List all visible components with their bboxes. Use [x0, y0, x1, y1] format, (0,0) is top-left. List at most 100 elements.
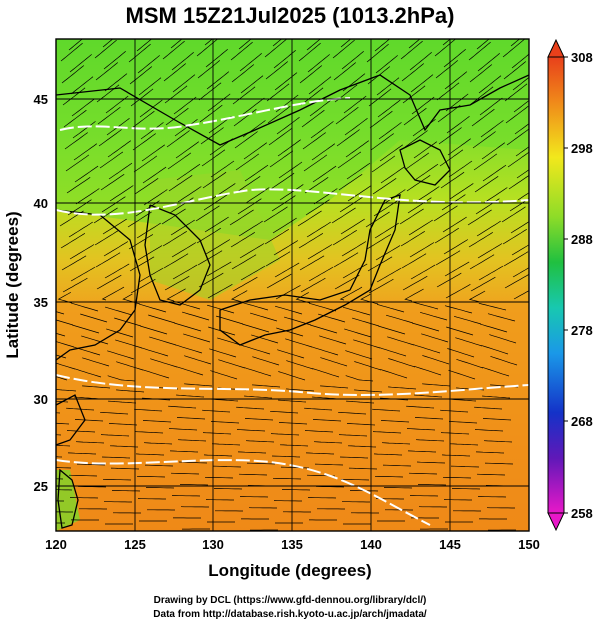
streamline: [312, 419, 342, 422]
streamline: [404, 130, 428, 148]
streamline: [67, 452, 97, 455]
streamline: [161, 208, 186, 225]
y-axis-label: Latitude (degrees): [3, 211, 22, 358]
streamline: [309, 302, 337, 312]
streamline: [202, 409, 231, 413]
streamline: [104, 73, 128, 92]
streamline: [437, 104, 461, 123]
streamline: [413, 344, 441, 354]
credit-data: Data from http://database.rish.kyoto-u.a…: [153, 609, 427, 620]
streamline: [448, 160, 473, 178]
streamline: [449, 443, 479, 446]
streamline: [175, 141, 200, 159]
streamline: [134, 431, 164, 434]
streamline: [318, 313, 346, 323]
streamline: [240, 265, 266, 281]
streamline: [143, 442, 173, 445]
streamline: [469, 254, 495, 270]
streamline: [265, 251, 291, 267]
streamline: [507, 151, 529, 168]
streamline: [341, 241, 367, 257]
colorbar-tick-298: 298: [571, 141, 593, 156]
wind-streamlines: [56, 39, 529, 531]
streamline: [455, 337, 483, 347]
streamline: [490, 355, 518, 366]
streamline: [443, 239, 469, 255]
streamline: [299, 65, 323, 84]
streamline: [378, 122, 402, 140]
streamline: [94, 229, 119, 246]
streamline: [435, 60, 459, 79]
streamline: [246, 462, 276, 465]
streamline: [56, 467, 72, 469]
x-axis-label: Longitude (degrees): [208, 561, 371, 580]
streamline: [443, 49, 466, 68]
streamline: [504, 273, 529, 289]
streamline: [306, 39, 321, 51]
streamline: [352, 317, 380, 327]
streamline: [163, 63, 187, 82]
streamline: [341, 51, 364, 70]
streamline: [301, 109, 325, 128]
streamline: [435, 250, 461, 266]
streamline: [60, 42, 83, 62]
streamline: [148, 314, 176, 324]
streamline: [415, 439, 445, 442]
streamline: [183, 333, 211, 343]
streamline: [419, 311, 448, 321]
streamline: [242, 323, 270, 333]
streamline: [380, 369, 408, 379]
streamline: [278, 422, 308, 425]
streamline: [266, 83, 290, 102]
streamline: [61, 255, 87, 271]
streamline: [65, 154, 90, 172]
streamline: [372, 431, 402, 434]
streamline: [332, 229, 357, 246]
streamline: [303, 154, 328, 172]
streamline: [345, 140, 369, 158]
streamline: [333, 62, 357, 81]
streamline: [240, 75, 264, 94]
streamline: [170, 219, 195, 236]
streamline: [474, 406, 503, 410]
x-tick-120: 120: [45, 537, 67, 552]
streamline: [56, 362, 76, 370]
streamline: [72, 121, 96, 139]
streamline: [70, 266, 96, 282]
streamline: [478, 302, 507, 311]
streamline: [232, 86, 256, 105]
streamline: [138, 77, 162, 96]
streamline: [134, 408, 163, 412]
streamline: [71, 98, 95, 117]
streamline: [381, 442, 411, 445]
streamline: [302, 132, 326, 150]
streamline: [176, 163, 201, 181]
streamline: [212, 465, 242, 468]
streamline: [482, 366, 510, 377]
streamline: [346, 162, 371, 180]
streamline: [207, 304, 235, 314]
streamline: [312, 165, 337, 183]
streamline: [128, 234, 154, 250]
colorbar-tick-268: 268: [571, 414, 593, 429]
streamline: [280, 466, 310, 469]
streamline: [264, 228, 289, 245]
streamline: [406, 175, 431, 192]
streamline: [100, 174, 125, 191]
streamline: [410, 74, 434, 93]
streamline: [448, 369, 476, 380]
x-tick-130: 130: [202, 537, 224, 552]
streamline: [434, 227, 459, 244]
streamline: [265, 61, 289, 80]
colorbar-bottom-triangle: [547, 512, 565, 532]
streamline: [415, 186, 440, 203]
streamline: [377, 99, 401, 118]
streamline: [374, 475, 404, 478]
streamline: [286, 360, 314, 370]
streamline: [244, 395, 273, 399]
streamline: [510, 39, 520, 47]
streamline: [100, 434, 130, 437]
streamline: [433, 205, 458, 222]
colorbar: 308 298 288 278 268 258: [547, 38, 593, 532]
streamline: [400, 231, 425, 247]
